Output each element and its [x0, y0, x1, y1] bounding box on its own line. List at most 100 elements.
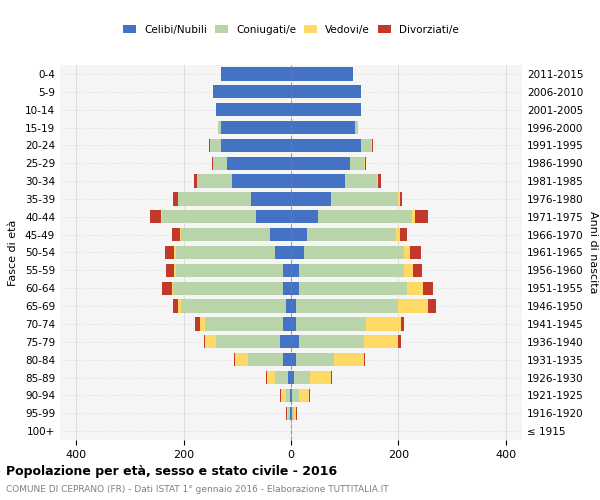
Bar — [296, 353, 334, 366]
Bar — [175, 264, 176, 277]
Bar — [213, 156, 227, 170]
Bar — [291, 210, 318, 224]
Bar — [364, 353, 365, 366]
Bar — [172, 282, 173, 295]
Y-axis label: Fasce di età: Fasce di età — [8, 220, 18, 286]
Bar — [371, 138, 373, 152]
Bar — [366, 317, 401, 330]
Bar — [291, 103, 361, 117]
Bar — [283, 353, 291, 366]
Bar — [221, 138, 291, 152]
Bar — [280, 388, 281, 402]
Bar — [204, 335, 205, 348]
Legend: Celibi/Nubili, Coniugati/e, Vedovi/e, Divorziati/e: Celibi/Nubili, Coniugati/e, Vedovi/e, Di… — [120, 22, 462, 38]
Bar — [291, 353, 296, 366]
Bar — [178, 300, 181, 313]
Bar — [404, 264, 413, 277]
Bar — [218, 121, 221, 134]
Bar — [196, 317, 200, 330]
Bar — [299, 264, 404, 277]
Bar — [197, 174, 232, 188]
Bar — [291, 228, 307, 241]
Bar — [299, 282, 407, 295]
Bar — [355, 121, 358, 134]
Bar — [235, 353, 248, 366]
Bar — [161, 210, 162, 224]
Bar — [283, 282, 291, 295]
Bar — [165, 246, 175, 259]
Bar — [331, 371, 332, 384]
Bar — [275, 371, 289, 384]
Bar — [400, 192, 402, 205]
Bar — [221, 121, 291, 134]
Bar — [173, 300, 178, 313]
Bar — [422, 282, 433, 295]
Bar — [415, 210, 428, 224]
Bar — [289, 371, 291, 384]
Bar — [293, 406, 296, 420]
Bar — [292, 388, 299, 402]
Bar — [150, 210, 161, 224]
Bar — [410, 246, 421, 259]
Bar — [267, 371, 275, 384]
Bar — [173, 192, 178, 205]
Bar — [310, 371, 331, 384]
Bar — [269, 228, 291, 241]
Bar — [205, 335, 216, 348]
Bar — [404, 246, 410, 259]
Bar — [248, 353, 283, 366]
Text: Popolazione per età, sesso e stato civile - 2016: Popolazione per età, sesso e stato civil… — [6, 465, 337, 478]
Bar — [350, 156, 364, 170]
Bar — [286, 388, 290, 402]
Bar — [299, 335, 364, 348]
Bar — [166, 264, 175, 277]
Bar — [299, 388, 309, 402]
Y-axis label: Anni di nascita: Anni di nascita — [587, 211, 598, 294]
Bar — [428, 300, 436, 313]
Bar — [291, 264, 299, 277]
Bar — [413, 264, 422, 277]
Bar — [227, 156, 291, 170]
Bar — [291, 282, 299, 295]
Bar — [291, 388, 292, 402]
Bar — [291, 335, 299, 348]
Bar — [212, 156, 213, 170]
Bar — [334, 353, 364, 366]
Bar — [181, 228, 269, 241]
Bar — [293, 371, 310, 384]
Bar — [287, 406, 289, 420]
Bar — [291, 85, 361, 98]
Bar — [296, 406, 298, 420]
Bar — [162, 210, 256, 224]
Bar — [398, 300, 428, 313]
Bar — [211, 138, 221, 152]
Bar — [275, 246, 291, 259]
Bar — [232, 174, 291, 188]
Bar — [176, 264, 283, 277]
Bar — [256, 210, 291, 224]
Bar — [400, 228, 407, 241]
Bar — [280, 335, 291, 348]
Bar — [291, 174, 345, 188]
Bar — [291, 300, 296, 313]
Bar — [289, 406, 290, 420]
Bar — [281, 388, 286, 402]
Bar — [398, 192, 400, 205]
Bar — [213, 85, 291, 98]
Bar — [396, 228, 400, 241]
Bar — [296, 300, 398, 313]
Bar — [307, 228, 396, 241]
Bar — [290, 406, 291, 420]
Bar — [194, 174, 197, 188]
Bar — [283, 264, 291, 277]
Bar — [361, 138, 371, 152]
Bar — [180, 228, 181, 241]
Bar — [292, 406, 293, 420]
Bar — [304, 246, 404, 259]
Bar — [290, 388, 291, 402]
Bar — [407, 282, 422, 295]
Bar — [221, 67, 291, 80]
Bar — [283, 317, 291, 330]
Bar — [216, 335, 280, 348]
Bar — [291, 192, 331, 205]
